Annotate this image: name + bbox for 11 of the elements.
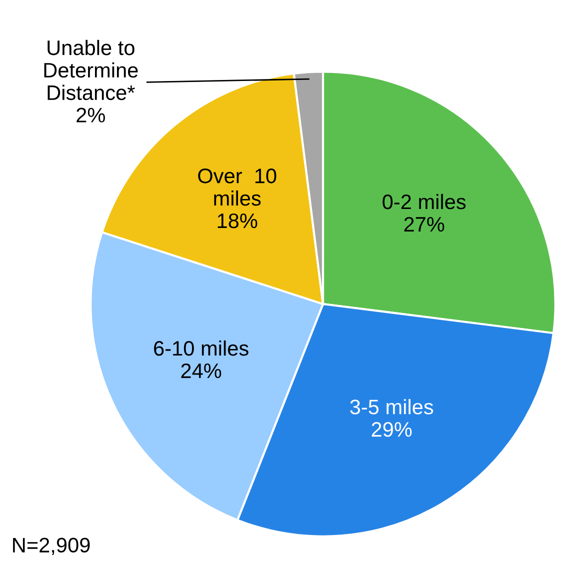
slice-label: 0-2 miles: [382, 194, 466, 210]
data-label: 24%: [181, 363, 222, 378]
data-label: 29%: [372, 422, 412, 437]
text: N=2,909: [13, 538, 90, 555]
data-label: 18%: [218, 213, 258, 228]
slice-label: 3-5 miles: [350, 399, 434, 414]
slice-label: Over 10 miles: [198, 168, 276, 206]
slice-label: Unable to Determine Distance*: [44, 40, 138, 100]
data-label: 2%: [76, 108, 105, 122]
slice-label: 6-10 miles: [154, 340, 248, 356]
data-label: 27%: [404, 216, 444, 232]
